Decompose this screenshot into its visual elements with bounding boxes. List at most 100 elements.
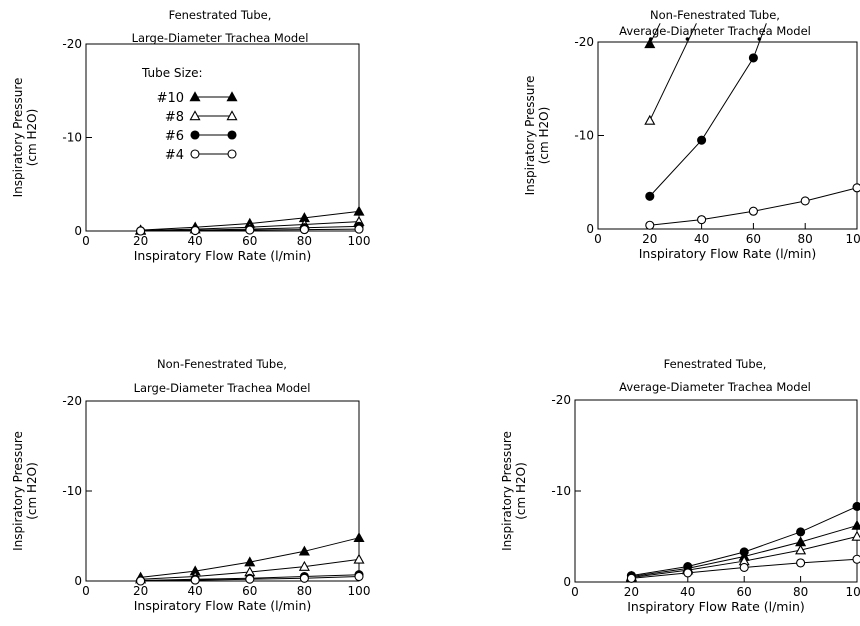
series-tube-4 xyxy=(645,183,860,230)
y-tick-label: -10 xyxy=(551,484,571,498)
data-point xyxy=(245,225,255,235)
x-tick-label: 100 xyxy=(348,234,371,248)
data-point xyxy=(353,553,365,564)
data-point xyxy=(136,576,146,586)
legend-label: #8 xyxy=(165,110,184,125)
x-tick-label: 80 xyxy=(297,234,312,248)
data-point xyxy=(299,225,309,235)
legend-title: Tube Size: xyxy=(141,66,203,80)
x-axis-label: Inspiratory Flow Rate (l/min) xyxy=(639,246,817,261)
data-point xyxy=(354,571,364,582)
chart-panel-4: Fenestrated Tube, Average-Diameter Trache… xyxy=(500,357,860,614)
off-scale-dot xyxy=(685,37,690,41)
data-point xyxy=(354,224,364,234)
data-point xyxy=(190,575,200,585)
data-point xyxy=(739,562,749,572)
data-point xyxy=(748,206,758,216)
x-axis-label: Inspiratory Flow Rate (l/min) xyxy=(134,598,312,613)
data-point xyxy=(644,114,656,125)
chart-title-line-1: Fenestrated Tube, xyxy=(664,357,767,371)
legend-marker xyxy=(226,110,238,121)
data-point xyxy=(683,568,693,578)
x-tick-label: 0 xyxy=(571,585,579,599)
data-point xyxy=(626,573,636,583)
y-tick-label: -10 xyxy=(62,484,82,498)
legend-marker xyxy=(227,130,237,140)
x-tick-label: 100 xyxy=(348,584,371,598)
y-tick-label: -10 xyxy=(574,129,594,143)
y-axis-label-line-1: Inspiratory Pressure xyxy=(11,78,25,198)
y-axis-label-line-2: (cm H2O) xyxy=(25,462,39,520)
series-line xyxy=(649,23,767,197)
data-point xyxy=(298,560,310,571)
chart-title-line-2: Average-Diameter Trachea Model xyxy=(619,380,811,394)
data-point xyxy=(795,544,807,555)
series-line xyxy=(649,187,858,226)
y-tick-label: 0 xyxy=(563,575,571,589)
data-point xyxy=(353,205,365,216)
x-tick-label: 40 xyxy=(188,584,203,598)
x-tick-label: 0 xyxy=(82,234,90,248)
legend: Tube Size: #10 #8 #6 #4 xyxy=(141,66,238,163)
data-point xyxy=(697,135,707,145)
y-axis-label-line-1: Inspiratory Pressure xyxy=(11,431,25,551)
data-point xyxy=(244,556,256,567)
data-point xyxy=(852,183,860,193)
x-tick-label: 20 xyxy=(133,234,148,248)
y-tick-label: -20 xyxy=(551,393,571,407)
data-point xyxy=(697,215,707,225)
data-point xyxy=(299,573,309,583)
x-tick-label: 40 xyxy=(680,585,695,599)
data-point xyxy=(245,574,255,584)
series-tube-4 xyxy=(136,224,364,236)
data-point xyxy=(298,545,310,556)
x-tick-label: 60 xyxy=(746,232,761,246)
y-axis-label-line-2: (cm H2O) xyxy=(25,109,39,167)
y-axis-label-line-2: (cm H2O) xyxy=(514,462,528,520)
data-point xyxy=(851,530,860,541)
data-point xyxy=(800,196,810,206)
chart-title-line-2: Average-Diameter Trachea Model xyxy=(619,24,811,38)
x-tick-label: 80 xyxy=(793,585,808,599)
data-point xyxy=(748,53,758,63)
data-point xyxy=(852,554,860,564)
data-point xyxy=(645,220,655,230)
y-axis-label-line-2: (cm H2O) xyxy=(537,107,551,165)
plot-frame xyxy=(85,43,360,232)
y-axis-label-line-1: Inspiratory Pressure xyxy=(500,431,514,551)
data-point xyxy=(796,527,806,537)
plot-frame xyxy=(597,41,858,230)
legend-label: #4 xyxy=(165,148,184,163)
x-axis-label: Inspiratory Flow Rate (l/min) xyxy=(627,599,805,614)
y-axis-label-line-1: Inspiratory Pressure xyxy=(523,76,537,196)
data-point xyxy=(644,38,656,49)
x-tick-label: 80 xyxy=(297,584,312,598)
chart-panel-1: Fenestrated Tube, Large-Diameter Trachea … xyxy=(11,8,370,263)
chart-title-line-1: Fenestrated Tube, xyxy=(169,8,272,22)
data-point xyxy=(739,547,749,557)
y-tick-label: -10 xyxy=(62,131,82,145)
x-tick-label: 80 xyxy=(798,232,813,246)
y-tick-label: 0 xyxy=(586,222,594,236)
series-tube-4 xyxy=(626,554,860,583)
chart-title-line-1: Non-Fenestrated Tube, xyxy=(157,357,287,371)
x-tick-label: 40 xyxy=(694,232,709,246)
legend-marker xyxy=(226,91,238,102)
legend-marker xyxy=(189,110,201,121)
legend-marker xyxy=(227,149,237,159)
legend-marker xyxy=(190,149,200,159)
x-tick-label: 0 xyxy=(82,584,90,598)
data-point xyxy=(645,191,655,201)
legend-label: #6 xyxy=(165,129,184,144)
x-tick-label: 0 xyxy=(594,232,602,246)
data-point xyxy=(136,226,146,236)
y-tick-label: -20 xyxy=(574,35,594,49)
y-tick-label: -20 xyxy=(62,37,82,51)
chart-title-line-2: Large-Diameter Trachea Model xyxy=(134,381,311,395)
off-scale-dot xyxy=(648,37,653,41)
x-tick-label: 20 xyxy=(642,232,657,246)
data-point xyxy=(353,532,365,543)
x-tick-label: 60 xyxy=(242,234,257,248)
data-point xyxy=(796,558,806,568)
x-tick-label: 20 xyxy=(624,585,639,599)
